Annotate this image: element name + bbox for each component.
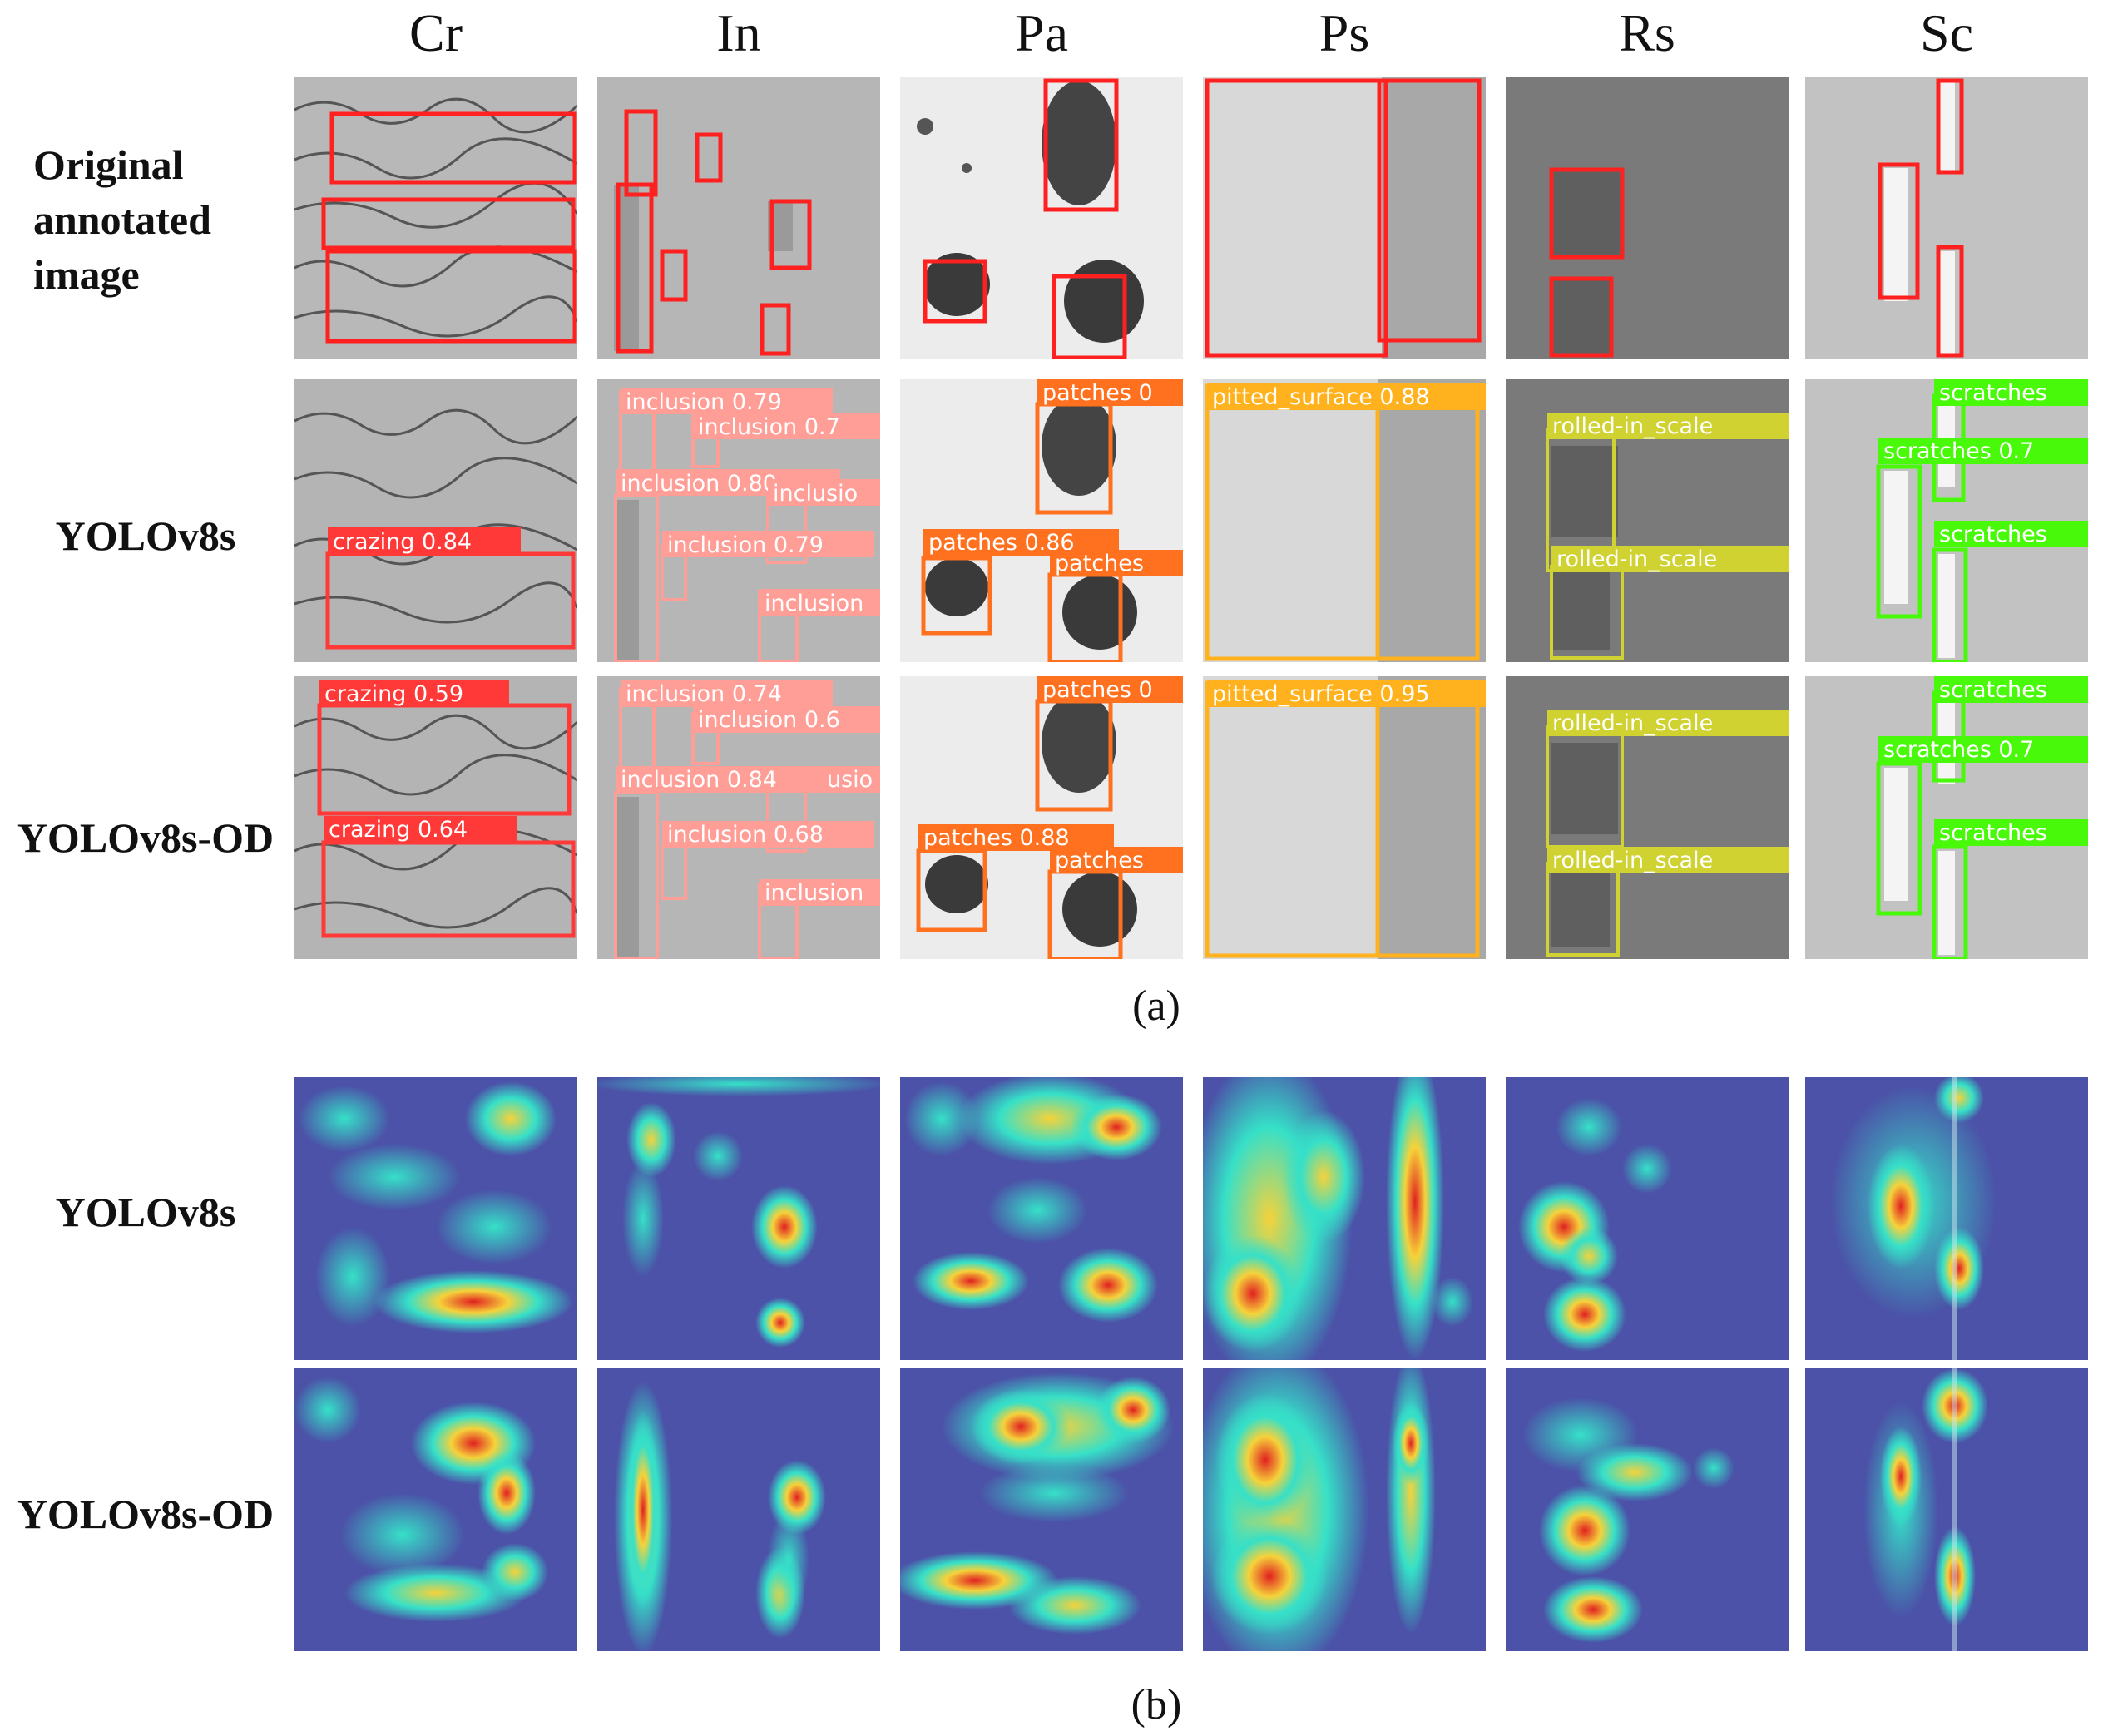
det-label: scratches <box>1939 820 2047 846</box>
row-label-yolov8s-b: YOLOv8s <box>55 1189 236 1235</box>
det-label: crazing 0.84 <box>333 529 472 555</box>
det-label: scratches <box>1939 677 2047 703</box>
panel-yolov8s-in: inclusion 0.79 inclusion 0.7 inclusion 0… <box>597 379 880 662</box>
det-label: scratches <box>1939 380 2047 406</box>
column-header-cr: Cr <box>409 3 463 62</box>
heatmap-yolov8s-in <box>597 1077 880 1360</box>
panel-orig-cr <box>294 77 577 359</box>
det-label: patches 0 <box>1042 380 1153 406</box>
heatmap-yolov8s-od-cr <box>294 1368 577 1651</box>
panel-orig-ps <box>1203 77 1486 359</box>
panel-yolov8s-cr: crazing 0.84 <box>294 379 577 662</box>
panel-yolov8s-od-pa: patches 0 patches 0.88 patches <box>900 676 1183 959</box>
det-label: crazing 0.59 <box>324 681 463 707</box>
column-header-in: In <box>716 3 761 62</box>
heatmap-yolov8s-ps <box>1203 1077 1486 1360</box>
det-label: crazing 0.64 <box>329 817 468 843</box>
panel-yolov8s-rs: rolled-in_scale rolled-in_scale <box>1506 379 1789 662</box>
det-label: rolled-in_scale <box>1556 547 1717 572</box>
det-label: inclusion <box>765 880 863 906</box>
det-label: inclusion 0.6 <box>698 707 840 733</box>
det-label: scratches 0.7 <box>1883 438 2034 464</box>
det-label: rolled-in_scale <box>1552 710 1713 736</box>
det-label: scratches 0.7 <box>1883 737 2034 763</box>
panel-orig-rs <box>1506 77 1789 359</box>
det-label: pitted_surface 0.95 <box>1212 681 1430 707</box>
panel-yolov8s-od-in: inclusion 0.74 inclusion 0.6 inclusion 0… <box>597 676 880 959</box>
heatmap-yolov8s-od-rs <box>1506 1368 1789 1651</box>
panel-yolov8s-od-cr: crazing 0.59 crazing 0.64 <box>294 676 577 959</box>
det-label: rolled-in_scale <box>1552 848 1713 873</box>
caption-b: (b) <box>1131 1681 1182 1729</box>
det-label: inclusion 0.68 <box>667 822 824 848</box>
panel-orig-pa <box>900 77 1183 359</box>
det-label: scratches <box>1939 522 2047 547</box>
det-label: inclusio <box>773 481 858 507</box>
caption-a: (a) <box>1132 982 1180 1030</box>
panel-yolov8s-od-sc: scratches scratches 0.7 scratches <box>1805 676 2088 959</box>
det-label: patches <box>1055 551 1144 576</box>
row-label-original: Original annotated image <box>33 141 211 298</box>
column-header-sc: Sc <box>1920 3 1973 62</box>
heatmap-yolov8s-od-pa <box>900 1368 1183 1651</box>
heatmap-yolov8s-cr <box>294 1077 577 1360</box>
row-label-yolov8s-od-b: YOLOv8s-OD <box>17 1491 275 1537</box>
panel-yolov8s-sc: scratches scratches 0.7 scratches <box>1805 379 2088 662</box>
det-label: pitted_surface 0.88 <box>1212 384 1430 410</box>
panel-orig-in <box>597 77 880 359</box>
det-label: inclusion 0.7 <box>698 414 840 440</box>
heatmap-yolov8s-pa <box>900 1077 1183 1360</box>
panel-orig-sc <box>1805 77 2088 359</box>
det-label: inclusion 0.79 <box>667 532 824 558</box>
det-label: inclusion 0.79 <box>626 389 782 415</box>
panel-yolov8s-pa: patches 0 patches 0.86 patches <box>900 379 1183 662</box>
det-label: inclusion 0.84 <box>621 767 777 793</box>
det-label: patches 0 <box>1042 677 1153 703</box>
heatmap-yolov8s-od-sc <box>1805 1368 2088 1651</box>
row-label-yolov8s-a: YOLOv8s <box>55 512 236 559</box>
column-header-ps: Ps <box>1319 3 1370 62</box>
det-label: patches 0.88 <box>923 825 1070 851</box>
heatmap-yolov8s-sc <box>1805 1077 2088 1360</box>
panel-yolov8s-ps: pitted_surface 0.88 <box>1203 379 1486 662</box>
heatmap-yolov8s-od-ps <box>1203 1368 1486 1651</box>
row-label-yolov8s-od-a: YOLOv8s-OD <box>17 814 275 861</box>
column-header-pa: Pa <box>1015 3 1068 62</box>
det-label: inclusion <box>765 591 863 616</box>
det-label: inclusion 0.80 <box>621 471 777 497</box>
panel-yolov8s-od-rs: rolled-in_scale rolled-in_scale <box>1506 676 1789 959</box>
column-header-rs: Rs <box>1619 3 1675 62</box>
panel-yolov8s-od-ps: pitted_surface 0.95 <box>1203 676 1486 959</box>
heatmap-yolov8s-od-in <box>597 1368 880 1651</box>
det-label: inclusion 0.74 <box>626 681 782 707</box>
det-label: patches <box>1055 848 1144 873</box>
det-label: rolled-in_scale <box>1552 413 1713 439</box>
heatmap-yolov8s-rs <box>1506 1077 1789 1360</box>
det-label: usio <box>827 767 873 793</box>
